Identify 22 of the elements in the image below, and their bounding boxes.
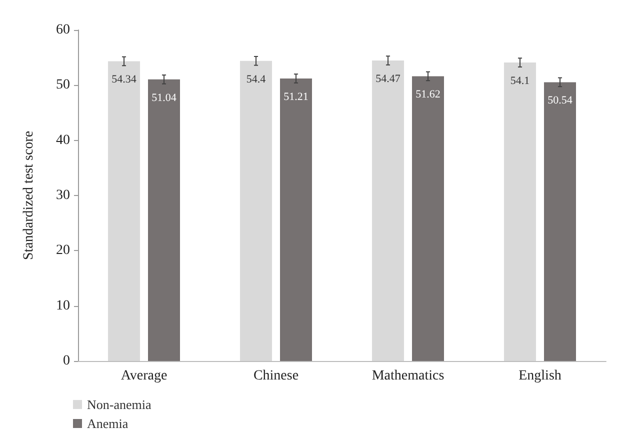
y-tick-label: 40 bbox=[56, 132, 70, 148]
data-label: 54.4 bbox=[246, 73, 266, 86]
x-tick-label: Mathematics bbox=[372, 368, 444, 384]
data-label: 50.54 bbox=[548, 94, 573, 107]
y-tick-label: 10 bbox=[56, 298, 70, 314]
x-tick-label: Chinese bbox=[253, 368, 299, 384]
y-tick-label: 30 bbox=[56, 188, 70, 203]
y-tick-label: 60 bbox=[56, 22, 70, 38]
x-tick-label: English bbox=[518, 368, 562, 384]
y-tick-label: 20 bbox=[56, 243, 70, 258]
data-label: 54.1 bbox=[510, 75, 530, 88]
y-tick-label: 50 bbox=[56, 78, 70, 93]
y-axis-title: Standardized test score bbox=[22, 130, 36, 260]
data-label: 51.62 bbox=[416, 88, 440, 101]
data-label: 54.47 bbox=[376, 73, 401, 86]
legend-label: Non-anemia bbox=[87, 397, 152, 412]
data-label: 51.21 bbox=[284, 90, 308, 103]
x-tick-label: Average bbox=[120, 368, 168, 384]
data-label: 54.34 bbox=[112, 74, 137, 86]
legend-label: Anemia bbox=[87, 416, 128, 431]
y-tick-label: 0 bbox=[63, 354, 70, 368]
data-label: 51.04 bbox=[152, 92, 177, 104]
